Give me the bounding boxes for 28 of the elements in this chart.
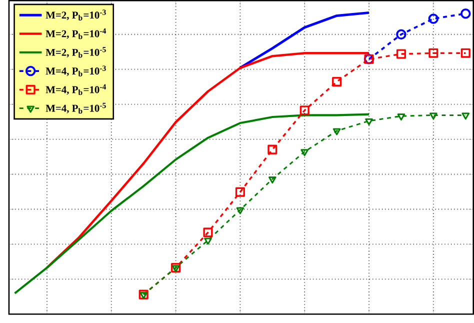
legend-label: M=4, P$_{b}$=10$^{-4}$ (46, 84, 106, 95)
point (235, 187, 245, 197)
point (365, 118, 373, 126)
point (396, 49, 406, 59)
point (460, 8, 471, 19)
point (397, 113, 406, 120)
point (171, 262, 181, 272)
point (204, 238, 212, 245)
legend-label: M=2, P$_{b}$=10$^{-4}$ (46, 28, 106, 40)
point (268, 144, 278, 154)
point (332, 128, 341, 136)
point (396, 29, 406, 40)
point (172, 265, 180, 272)
point (300, 106, 310, 116)
point (236, 207, 244, 214)
point (332, 76, 342, 86)
point (300, 149, 309, 156)
point (462, 112, 470, 120)
point (268, 176, 276, 184)
point (428, 48, 438, 58)
legend-label: M=2, P$_{b}$=10$^{-3}$ (46, 10, 106, 20)
point (428, 14, 439, 24)
legend-label: M=4, P$_{b}$=10$^{-5}$ (46, 102, 106, 114)
point (460, 48, 470, 58)
point (203, 228, 213, 238)
point (429, 112, 438, 120)
legend-label: M=4, P$_{b}$=10$^{-3}$ (46, 66, 106, 76)
legend-label: M=2, P$_{b}$=10$^{-5}$ (46, 46, 106, 58)
